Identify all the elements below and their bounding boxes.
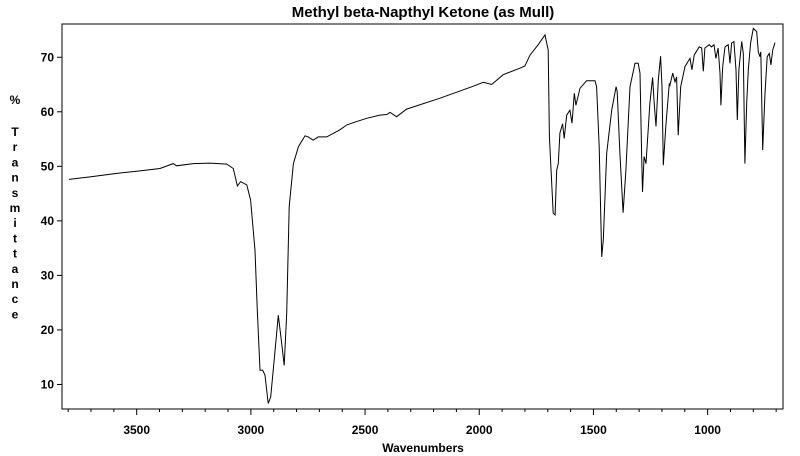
x-tick-label: 1500 (580, 423, 607, 437)
y-tick-label: 20 (41, 323, 55, 337)
x-tick-label: 3000 (238, 423, 265, 437)
y-axis-label-char: t (13, 231, 17, 245)
y-tick-label: 70 (41, 50, 55, 64)
y-tick-label: 30 (41, 268, 55, 282)
plot-frame (61, 23, 784, 410)
y-axis-label-char: n (11, 277, 18, 291)
y-axis: 10 20 30 40 50 60 70 (41, 50, 62, 391)
y-axis-label-char: % (10, 93, 21, 107)
y-axis-label-char: r (13, 140, 18, 154)
y-axis-label-char: a (12, 262, 19, 276)
y-tick-label: 50 (41, 159, 55, 173)
x-axis-label: Wavenumbers (382, 441, 464, 455)
y-axis-label-char: T (11, 125, 19, 139)
y-axis-label-char: t (13, 247, 17, 261)
y-tick-label: 10 (41, 377, 55, 391)
y-axis-label-char: s (12, 186, 19, 200)
x-tick-label: 3500 (123, 423, 150, 437)
x-axis: 3500 3000 2500 2000 1500 1000 (67, 409, 777, 437)
y-tick-label: 40 (41, 214, 55, 228)
y-axis-label-char: i (13, 216, 16, 230)
y-tick-label: 60 (41, 105, 55, 119)
y-axis-label-char: n (11, 171, 18, 185)
x-tick-label: 1000 (694, 423, 721, 437)
y-axis-label-char: c (12, 292, 19, 306)
y-axis-label-char: m (10, 201, 21, 215)
spectrum-line (69, 27, 776, 404)
x-tick-label: 2000 (466, 423, 493, 437)
y-axis-label-char: a (12, 155, 19, 169)
chart-title: Methyl beta-Napthyl Ketone (as Mull) (292, 4, 555, 21)
x-tick-label: 2500 (352, 423, 379, 437)
y-axis-label-char: e (12, 307, 19, 321)
